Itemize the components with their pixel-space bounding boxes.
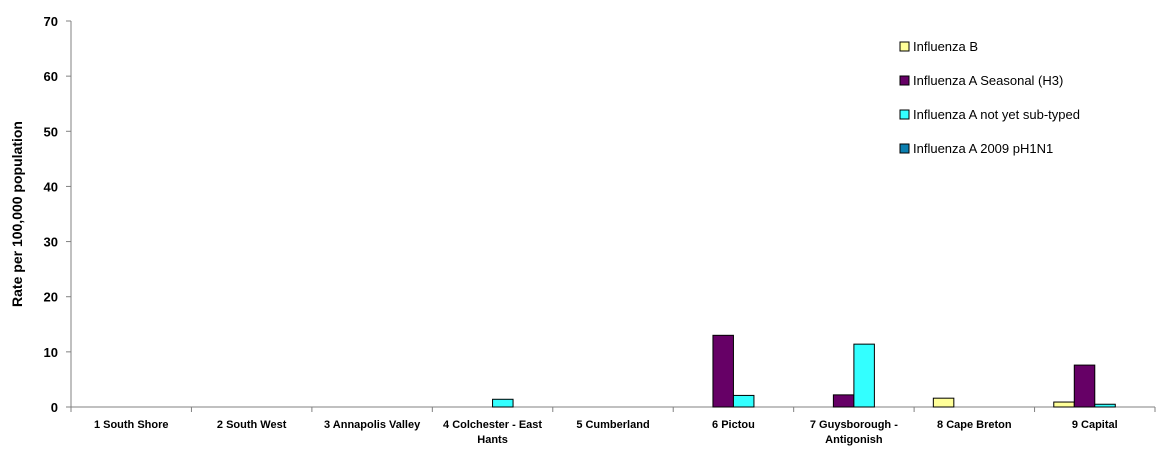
x-category-label: 2 South West bbox=[217, 419, 287, 431]
y-tick-label: 70 bbox=[44, 14, 58, 29]
bar-influenza-a-not-yet-sub-typed bbox=[853, 343, 875, 408]
y-tick-label: 0 bbox=[51, 400, 58, 415]
bar-influenza-b bbox=[1053, 401, 1075, 408]
x-category-label: Antigonish bbox=[825, 434, 883, 446]
legend-swatch bbox=[899, 143, 910, 154]
axes: 0 10 20 30 40 50 60 70 1 South Shore 2 South West… bbox=[44, 14, 1156, 446]
x-category-label: 3 Annapolis Valley bbox=[324, 419, 421, 431]
x-category-label: 7 Guysborough - bbox=[810, 419, 898, 431]
legend-swatch bbox=[899, 41, 910, 52]
x-category-label: 8 Cape Breton bbox=[937, 419, 1012, 431]
bar-influenza-a-not-yet-sub-typed bbox=[1094, 403, 1116, 408]
x-category-label: 6 Pictou bbox=[712, 419, 755, 431]
y-tick-label: 20 bbox=[44, 290, 58, 305]
legend: Influenza B Influenza A Seasonal (H3) Infl… bbox=[899, 39, 1080, 156]
y-tick-label: 60 bbox=[44, 69, 58, 84]
bar-influenza-a-seasonal-h3 bbox=[832, 394, 855, 408]
x-category-label: 9 Capital bbox=[1072, 419, 1118, 431]
x-category-label: 4 Colchester - East bbox=[443, 419, 542, 431]
bar-influenza-a-seasonal-h3 bbox=[712, 334, 734, 408]
x-category-label: 5 Cumberland bbox=[576, 419, 649, 431]
x-category-label: Hants bbox=[477, 434, 508, 446]
bar-influenza-a-not-yet-sub-typed bbox=[492, 398, 514, 408]
legend-swatch bbox=[899, 75, 910, 86]
bar-influenza-a-seasonal-h3 bbox=[1073, 364, 1096, 408]
y-axis-label: Rate per 100,000 population bbox=[9, 121, 25, 307]
y-tick-label: 50 bbox=[44, 124, 58, 139]
legend-label: Influenza A Seasonal (H3) bbox=[913, 73, 1063, 88]
y-tick-label: 30 bbox=[44, 235, 58, 250]
legend-label: Influenza A 2009 pH1N1 bbox=[913, 141, 1053, 156]
bar-influenza-b bbox=[932, 397, 955, 408]
legend-label: Influenza B bbox=[913, 39, 978, 54]
x-category-label: 1 South Shore bbox=[94, 419, 169, 431]
y-tick-label: 10 bbox=[44, 345, 58, 360]
bars bbox=[492, 334, 1116, 408]
bar-influenza-a-not-yet-sub-typed bbox=[732, 394, 755, 408]
legend-swatch bbox=[899, 109, 910, 120]
y-tick-label: 40 bbox=[44, 179, 58, 194]
legend-label: Influenza A not yet sub-typed bbox=[913, 107, 1080, 122]
